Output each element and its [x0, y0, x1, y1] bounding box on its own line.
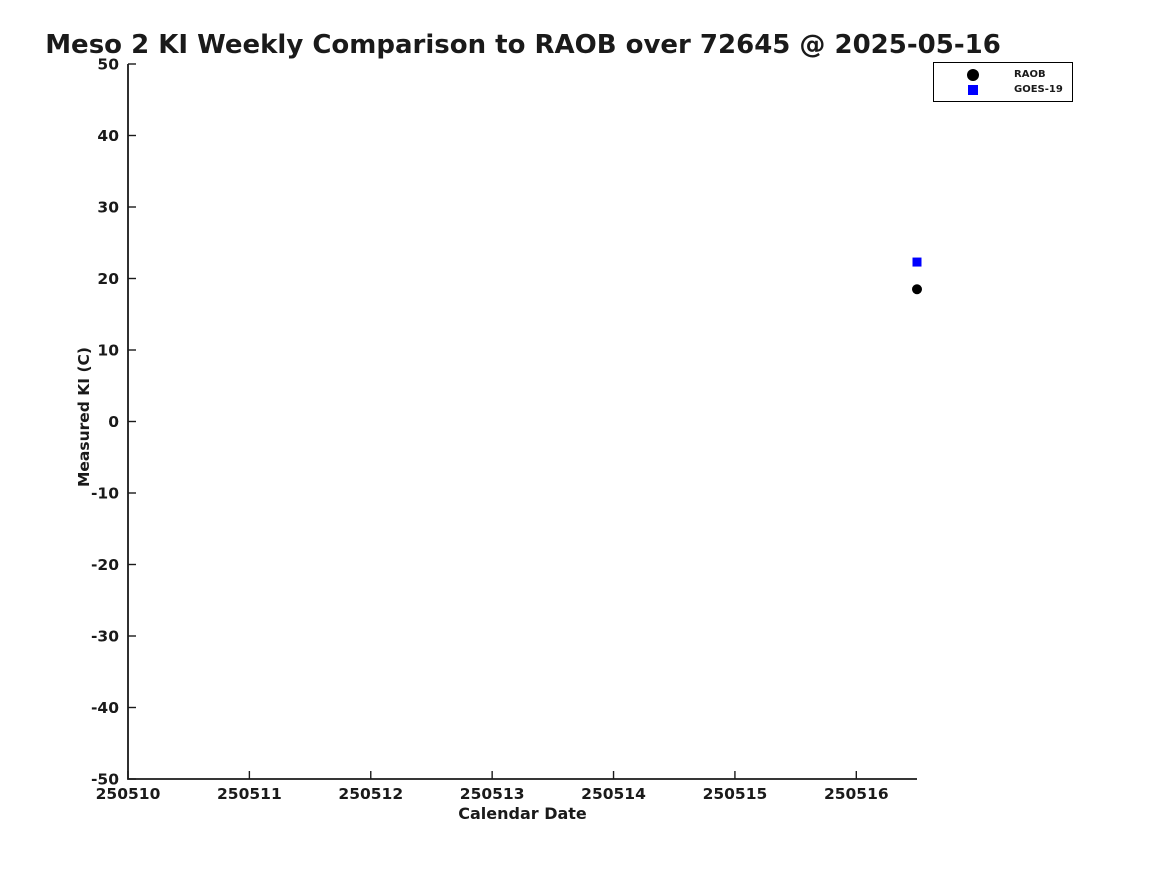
legend-item-goes-19: GOES-19 [934, 82, 1072, 97]
y-tick-label: 20 [97, 270, 119, 288]
x-tick-label: 250510 [96, 785, 161, 803]
x-tick-label: 250516 [824, 785, 889, 803]
legend-label-raob: RAOB [1014, 69, 1046, 80]
y-tick-label: 50 [97, 56, 119, 74]
y-tick-label: 40 [97, 127, 119, 145]
legend-label-goes-19: GOES-19 [1014, 84, 1063, 95]
y-tick-label: -40 [91, 699, 119, 717]
data-point-goes-19 [912, 257, 922, 267]
x-tick-label: 250511 [217, 785, 282, 803]
x-tick-label: 250512 [338, 785, 403, 803]
x-tick-label: 250515 [703, 785, 768, 803]
y-tick-label: -10 [91, 485, 119, 503]
y-tick-label: 10 [97, 342, 119, 360]
chart-title: Meso 2 KI Weekly Comparison to RAOB over… [45, 30, 1001, 60]
x-axis-label: Calendar Date [458, 804, 587, 823]
circle-marker-icon [967, 68, 979, 81]
y-tick-label: 0 [108, 413, 119, 431]
x-tick-label: 250514 [581, 785, 646, 803]
y-tick-label: -30 [91, 628, 119, 646]
legend: RAOB GOES-19 [933, 62, 1073, 102]
legend-marker-cell [934, 68, 1012, 81]
square-marker-icon [968, 84, 978, 95]
y-tick-label: -50 [91, 771, 119, 789]
legend-item-raob: RAOB [934, 67, 1072, 82]
y-tick-label: -20 [91, 556, 119, 574]
legend-marker-cell [934, 84, 1012, 95]
x-tick-label: 250513 [460, 785, 525, 803]
y-tick-label: 30 [97, 199, 119, 217]
data-point-raob [912, 284, 922, 295]
axis-spines [127, 64, 917, 780]
